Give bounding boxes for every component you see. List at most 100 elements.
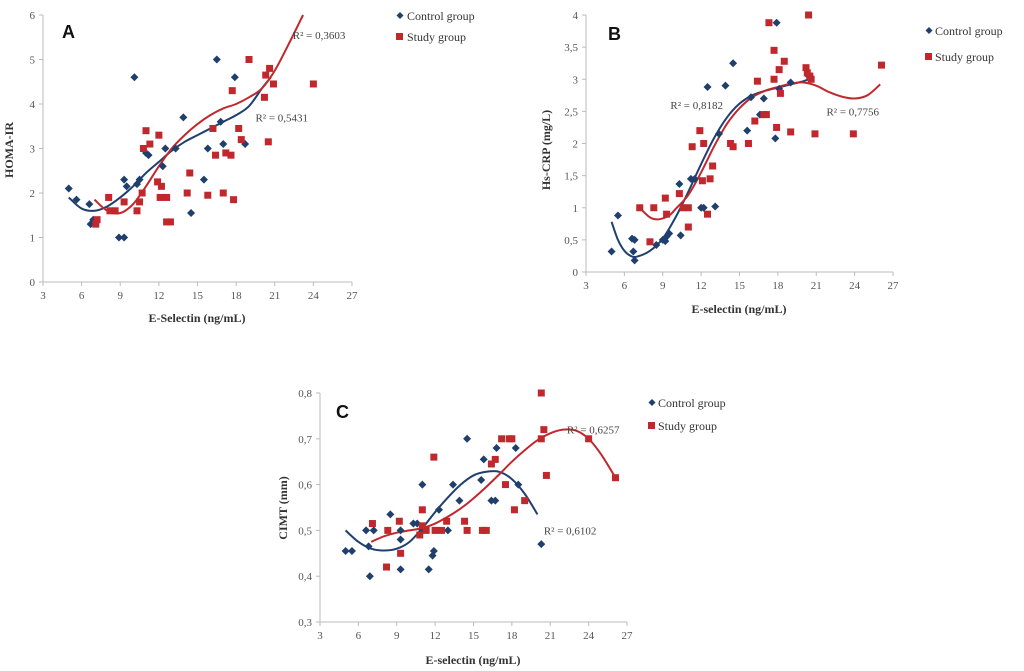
data-point-control [629, 247, 638, 256]
data-point-control [72, 195, 81, 204]
data-point-control [772, 18, 781, 27]
data-point-study [183, 189, 191, 197]
data-point-control [721, 81, 730, 90]
axes-b: 3 6 9 12 15 18 21 24 27 0 0,5 1 1,5 2 2,5 3 3,5 4 [564, 10, 899, 292]
data-point-study [156, 193, 164, 201]
data-point-control [675, 179, 684, 188]
y-tick-label: 1 [30, 233, 36, 245]
legend-control-marker-c [648, 399, 656, 406]
data-point-study [154, 178, 162, 186]
data-point-study [461, 517, 469, 525]
data-point-control [219, 140, 228, 149]
data-point-control [144, 151, 153, 160]
data-point-control [122, 182, 131, 191]
y-tick-label: 1,5 [564, 171, 578, 183]
data-point-control [130, 73, 139, 82]
x-tick-label: 15 [734, 280, 746, 292]
legend-control-label-b: Control group [935, 24, 1003, 38]
data-point-study [773, 123, 781, 131]
data-point-study [487, 460, 495, 468]
x-tick-label: 27 [888, 280, 900, 292]
data-point-study [542, 471, 550, 479]
x-tick-label: 3 [583, 280, 589, 292]
data-point-study [463, 526, 471, 534]
data-point-study [157, 182, 165, 190]
x-tick-label: 3 [317, 630, 323, 642]
data-point-study [877, 61, 885, 69]
x-tick-label: 21 [269, 290, 280, 302]
x-tick-label: 24 [308, 290, 320, 302]
trendline-study-a [93, 14, 304, 215]
legend-control-marker-b [925, 27, 933, 34]
trendline-study-c [370, 428, 617, 543]
data-point-control [341, 547, 350, 556]
data-point-study [849, 130, 857, 138]
data-point-study [585, 435, 593, 443]
x-tick-label: 27 [347, 290, 359, 302]
legend-c: Control group Study group [648, 396, 726, 433]
data-point-control [463, 434, 472, 443]
data-point-study [636, 204, 644, 212]
data-point-study [787, 128, 795, 136]
x-tick-label: 15 [468, 630, 480, 642]
data-point-study [443, 517, 451, 525]
data-point-control [630, 235, 639, 244]
data-point-control [362, 526, 371, 535]
data-point-study [383, 563, 391, 571]
data-point-study [266, 64, 274, 72]
data-point-study [136, 198, 144, 206]
data-point-study [611, 474, 619, 482]
y-tick-label: 2 [573, 139, 579, 151]
x-tick-label: 24 [583, 630, 595, 642]
data-point-study [780, 57, 788, 65]
y-tick-label: 0 [30, 277, 36, 289]
legend-a: Control group Study group [396, 9, 475, 44]
data-point-control [187, 209, 196, 218]
y-tick-label: 3 [30, 144, 36, 156]
data-point-control [424, 565, 433, 574]
y-axis-label-c: CIMT (mm) [276, 476, 290, 539]
data-point-control [747, 93, 756, 102]
data-point-control [703, 82, 712, 91]
data-point-study [235, 124, 243, 132]
data-point-study [120, 198, 128, 206]
data-point-study [395, 517, 403, 525]
data-point-study [133, 207, 141, 215]
data-point-study [397, 549, 405, 557]
data-point-control [114, 233, 123, 242]
data-point-control [429, 547, 438, 556]
data-point-study [700, 140, 708, 147]
data-point-control [690, 174, 699, 183]
data-point-control [369, 526, 378, 535]
data-point-study [245, 56, 253, 63]
y-tick-label: 2 [30, 188, 36, 200]
data-point-control [179, 113, 188, 122]
data-point-control [771, 134, 780, 143]
data-point-study [93, 216, 101, 224]
data-point-control [613, 211, 622, 220]
x-tick-label: 9 [394, 630, 400, 642]
y-tick-label: 0 [573, 267, 579, 279]
data-point-study [139, 145, 147, 152]
x-axis-label-a: E-Selectin (ng/mL) [149, 311, 246, 325]
data-point-control [203, 144, 212, 153]
data-point-control [607, 247, 616, 256]
data-point-study [646, 238, 654, 246]
data-point-control [511, 443, 520, 452]
legend-control-marker-a [396, 12, 404, 19]
data-point-study [209, 124, 217, 132]
points-c [341, 389, 619, 581]
data-point-control [396, 526, 405, 535]
y-tick-label: 0,6 [298, 480, 312, 492]
panel-label-a: A [62, 22, 75, 42]
legend-control-label-a: Control group [407, 9, 475, 23]
data-point-study [204, 191, 212, 199]
r2-label-study-c: R² = 0,6257 [567, 425, 620, 437]
data-point-study [498, 435, 506, 443]
x-tick-label: 15 [192, 290, 204, 302]
data-point-study [186, 169, 194, 177]
data-point-study [138, 189, 146, 197]
x-tick-label: 12 [153, 290, 164, 302]
data-point-study [166, 218, 174, 226]
panel-label-b: B [608, 24, 621, 44]
